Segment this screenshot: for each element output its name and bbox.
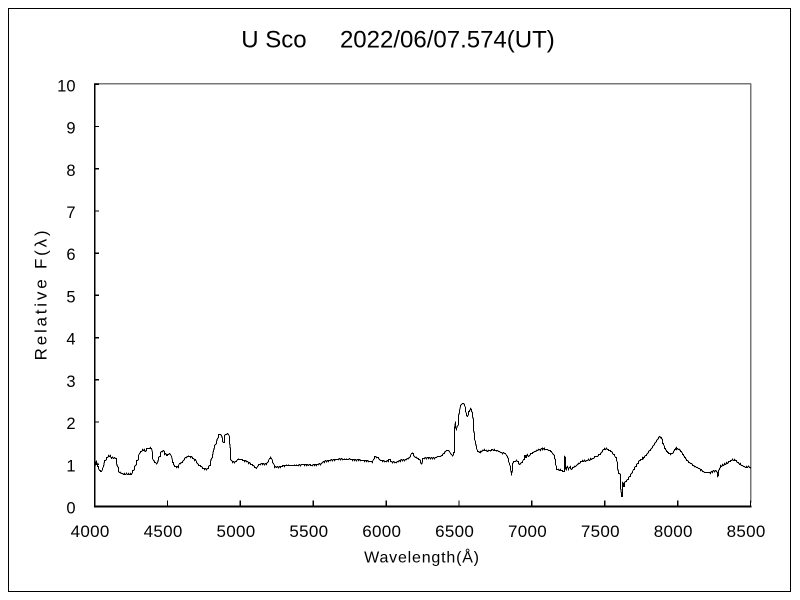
svg-text:10: 10 — [57, 77, 75, 95]
svg-text:8500: 8500 — [727, 522, 766, 541]
svg-text:7000: 7000 — [508, 522, 547, 541]
svg-text:U Sco 2022/06/07.574(UT): U Sco 2022/06/07.574(UT) — [241, 26, 555, 53]
svg-text:9: 9 — [66, 120, 75, 138]
svg-text:7: 7 — [66, 204, 75, 222]
svg-text:Relative F(λ): Relative F(λ) — [32, 228, 51, 361]
svg-text:Wavelength(Å): Wavelength(Å) — [364, 548, 480, 567]
svg-text:2: 2 — [66, 415, 75, 433]
svg-text:5: 5 — [66, 288, 75, 306]
svg-text:0: 0 — [66, 500, 75, 518]
svg-text:4500: 4500 — [144, 522, 183, 541]
svg-text:8: 8 — [66, 162, 75, 180]
svg-text:1: 1 — [66, 457, 75, 475]
svg-text:5000: 5000 — [216, 522, 255, 541]
svg-text:4000: 4000 — [71, 522, 110, 541]
svg-text:4: 4 — [66, 331, 75, 349]
svg-text:6000: 6000 — [362, 522, 401, 541]
svg-text:5500: 5500 — [289, 522, 328, 541]
svg-text:8000: 8000 — [654, 522, 693, 541]
svg-text:3: 3 — [66, 373, 75, 391]
svg-text:6: 6 — [66, 246, 75, 264]
svg-text:7500: 7500 — [581, 522, 620, 541]
svg-text:6500: 6500 — [435, 522, 474, 541]
